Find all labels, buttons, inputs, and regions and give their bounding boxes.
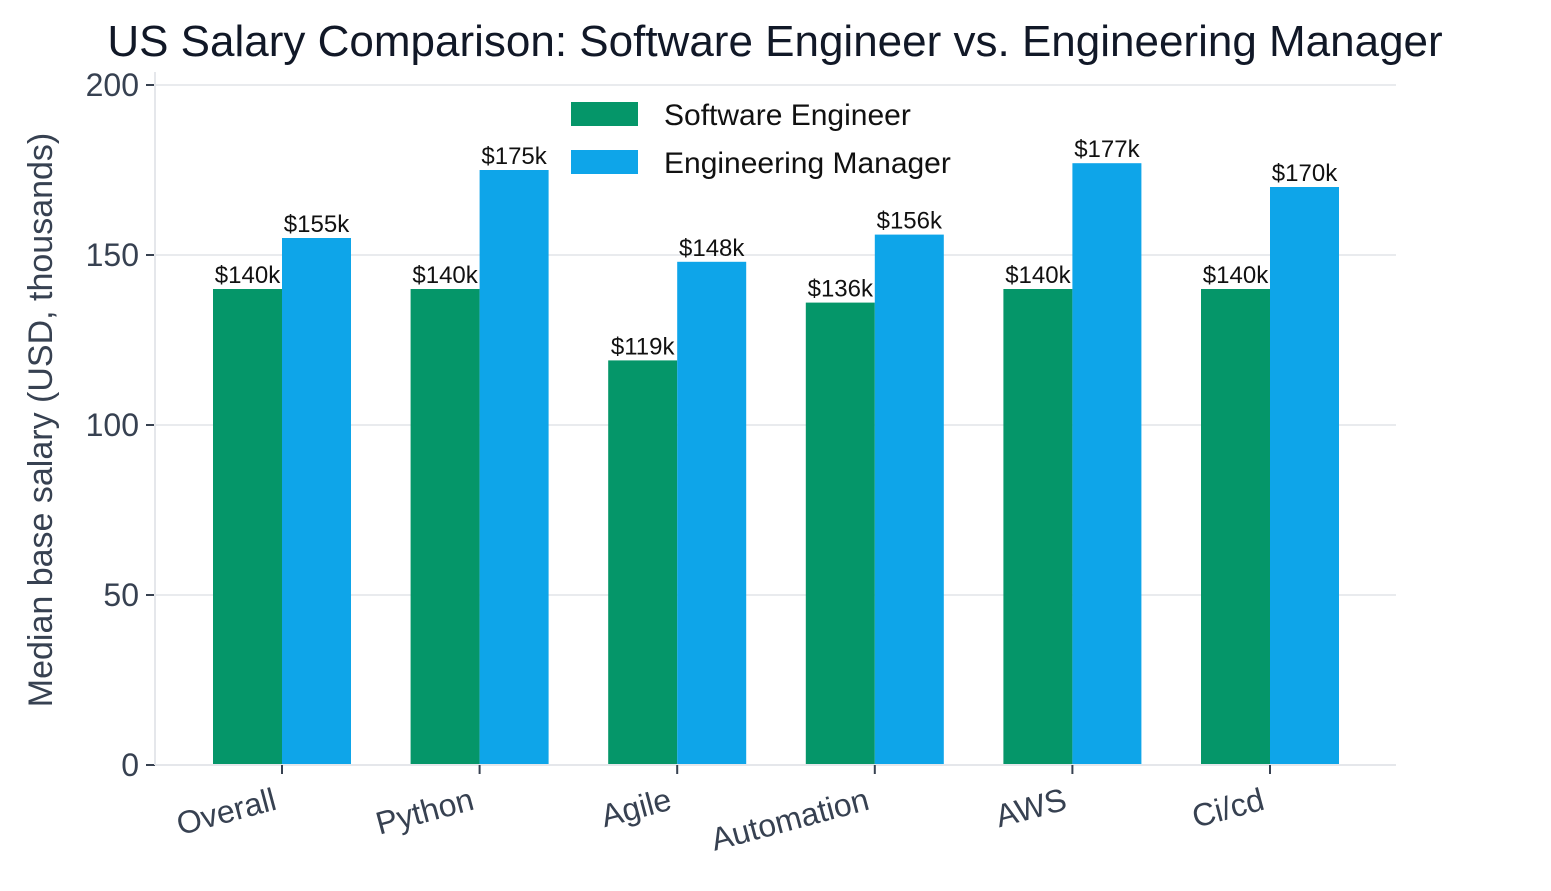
bar-engineering-manager xyxy=(1270,187,1339,765)
bar-value-label: $170k xyxy=(1272,160,1338,187)
bar-engineering-manager xyxy=(1072,163,1142,765)
legend-label: Software Engineer xyxy=(664,99,911,132)
bar-labels: $140k$155k$140k$175k$119k$148k$136k$156k… xyxy=(215,136,1338,360)
bar-value-label: $140k xyxy=(215,262,281,289)
bar-software-engineer xyxy=(1201,289,1270,765)
y-tick-label: 50 xyxy=(103,577,139,613)
bar-engineering-manager xyxy=(479,170,549,765)
bar-value-label: $156k xyxy=(877,208,943,235)
bar-engineering-manager xyxy=(677,261,747,765)
y-tick-label: 0 xyxy=(121,747,139,783)
x-tick-label: Agile xyxy=(597,781,675,834)
legend-swatch xyxy=(571,150,638,174)
chart-title: US Salary Comparison: Software Engineer … xyxy=(107,17,1442,66)
x-tick-label: Automation xyxy=(707,781,873,858)
bar-engineering-manager xyxy=(874,234,944,766)
y-tick-label: 100 xyxy=(86,407,139,443)
grid-lines xyxy=(155,84,1396,596)
x-tick-label: Overall xyxy=(173,781,280,842)
x-tick-label: Python xyxy=(372,781,478,842)
bars xyxy=(213,163,1339,766)
legend-swatch xyxy=(571,102,638,126)
bar-engineering-manager xyxy=(282,238,351,765)
bar-value-label: $175k xyxy=(481,143,547,170)
bar-value-label: $140k xyxy=(412,262,478,289)
y-tick-label: 150 xyxy=(86,237,139,273)
y-axis-label: Median base salary (USD, thousands) xyxy=(22,133,60,708)
bar-software-engineer xyxy=(1003,289,1073,765)
y-tick-label: 200 xyxy=(86,67,139,103)
x-tick-label: Ci/cd xyxy=(1188,781,1268,835)
bar-value-label: $140k xyxy=(1203,262,1269,289)
x-tick-label: AWS xyxy=(992,781,1071,834)
legend: Software Engineer Engineering Manager xyxy=(571,99,951,180)
bar-software-engineer xyxy=(608,360,678,765)
bar-software-engineer xyxy=(213,289,282,765)
bar-value-label: $177k xyxy=(1074,136,1140,163)
bar-value-label: $155k xyxy=(284,211,350,238)
bar-software-engineer xyxy=(410,289,480,765)
bar-software-engineer xyxy=(805,302,875,765)
bar-value-label: $119k xyxy=(611,333,676,360)
bar-value-label: $148k xyxy=(679,235,745,262)
legend-label: Engineering Manager xyxy=(664,147,951,180)
bar-value-label: $140k xyxy=(1005,262,1071,289)
bar-value-label: $136k xyxy=(808,276,874,303)
